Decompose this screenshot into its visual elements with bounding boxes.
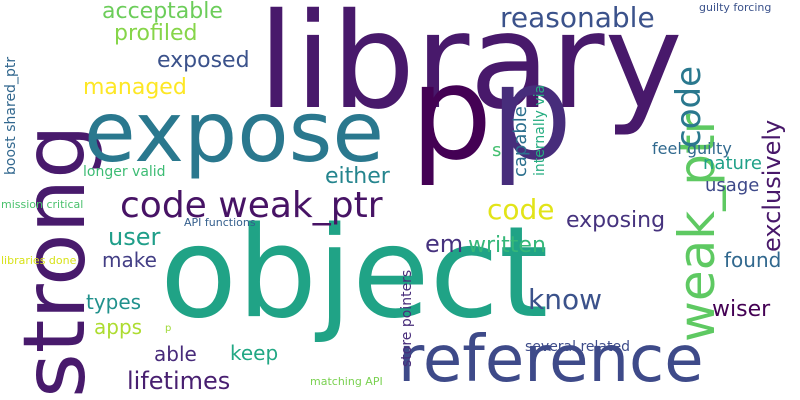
- word: apps: [94, 315, 143, 339]
- word: wiser: [712, 297, 771, 322]
- word: guilty forcing: [699, 1, 772, 14]
- word: exposed: [157, 48, 250, 73]
- word: internally via: [532, 84, 548, 176]
- word: p: [410, 37, 493, 189]
- word: library: [258, 0, 683, 139]
- word: usage: [705, 175, 760, 196]
- word: exclusively: [758, 119, 786, 252]
- word: written: [468, 233, 546, 258]
- word: user: [108, 223, 161, 251]
- word: exposing: [566, 208, 666, 233]
- word: managed: [83, 75, 187, 100]
- word: longer valid: [83, 164, 166, 180]
- word: object: [160, 199, 549, 346]
- word: store pointers: [399, 269, 415, 367]
- word: code: [487, 193, 555, 226]
- word: code weak_ptr: [120, 185, 383, 226]
- word: found: [724, 248, 782, 272]
- word: acceptable: [102, 0, 223, 24]
- word: reference: [398, 323, 704, 397]
- word: p: [165, 323, 172, 334]
- word: matching API: [310, 375, 383, 388]
- word: keep: [230, 341, 279, 365]
- word: profiled: [114, 21, 198, 46]
- word: nature: [703, 153, 762, 174]
- word: p: [490, 37, 573, 189]
- word: mission critical: [1, 198, 84, 211]
- word: several related: [525, 339, 630, 355]
- word: code: [669, 66, 709, 148]
- word: expose: [84, 83, 385, 181]
- word: em: [425, 230, 464, 258]
- word: types: [86, 290, 142, 314]
- word: s: [492, 140, 502, 161]
- word: boost shared_ptr: [3, 56, 19, 175]
- word: able: [154, 342, 197, 366]
- word: API functions: [184, 216, 256, 229]
- word: lifetimes: [127, 367, 231, 395]
- word: know: [528, 283, 602, 316]
- word: make: [102, 248, 157, 272]
- word: feel guilty: [652, 139, 732, 158]
- word: libraries done: [1, 254, 77, 267]
- word: reasonable: [500, 1, 655, 34]
- word: either: [325, 164, 390, 189]
- word: capable: [510, 106, 531, 177]
